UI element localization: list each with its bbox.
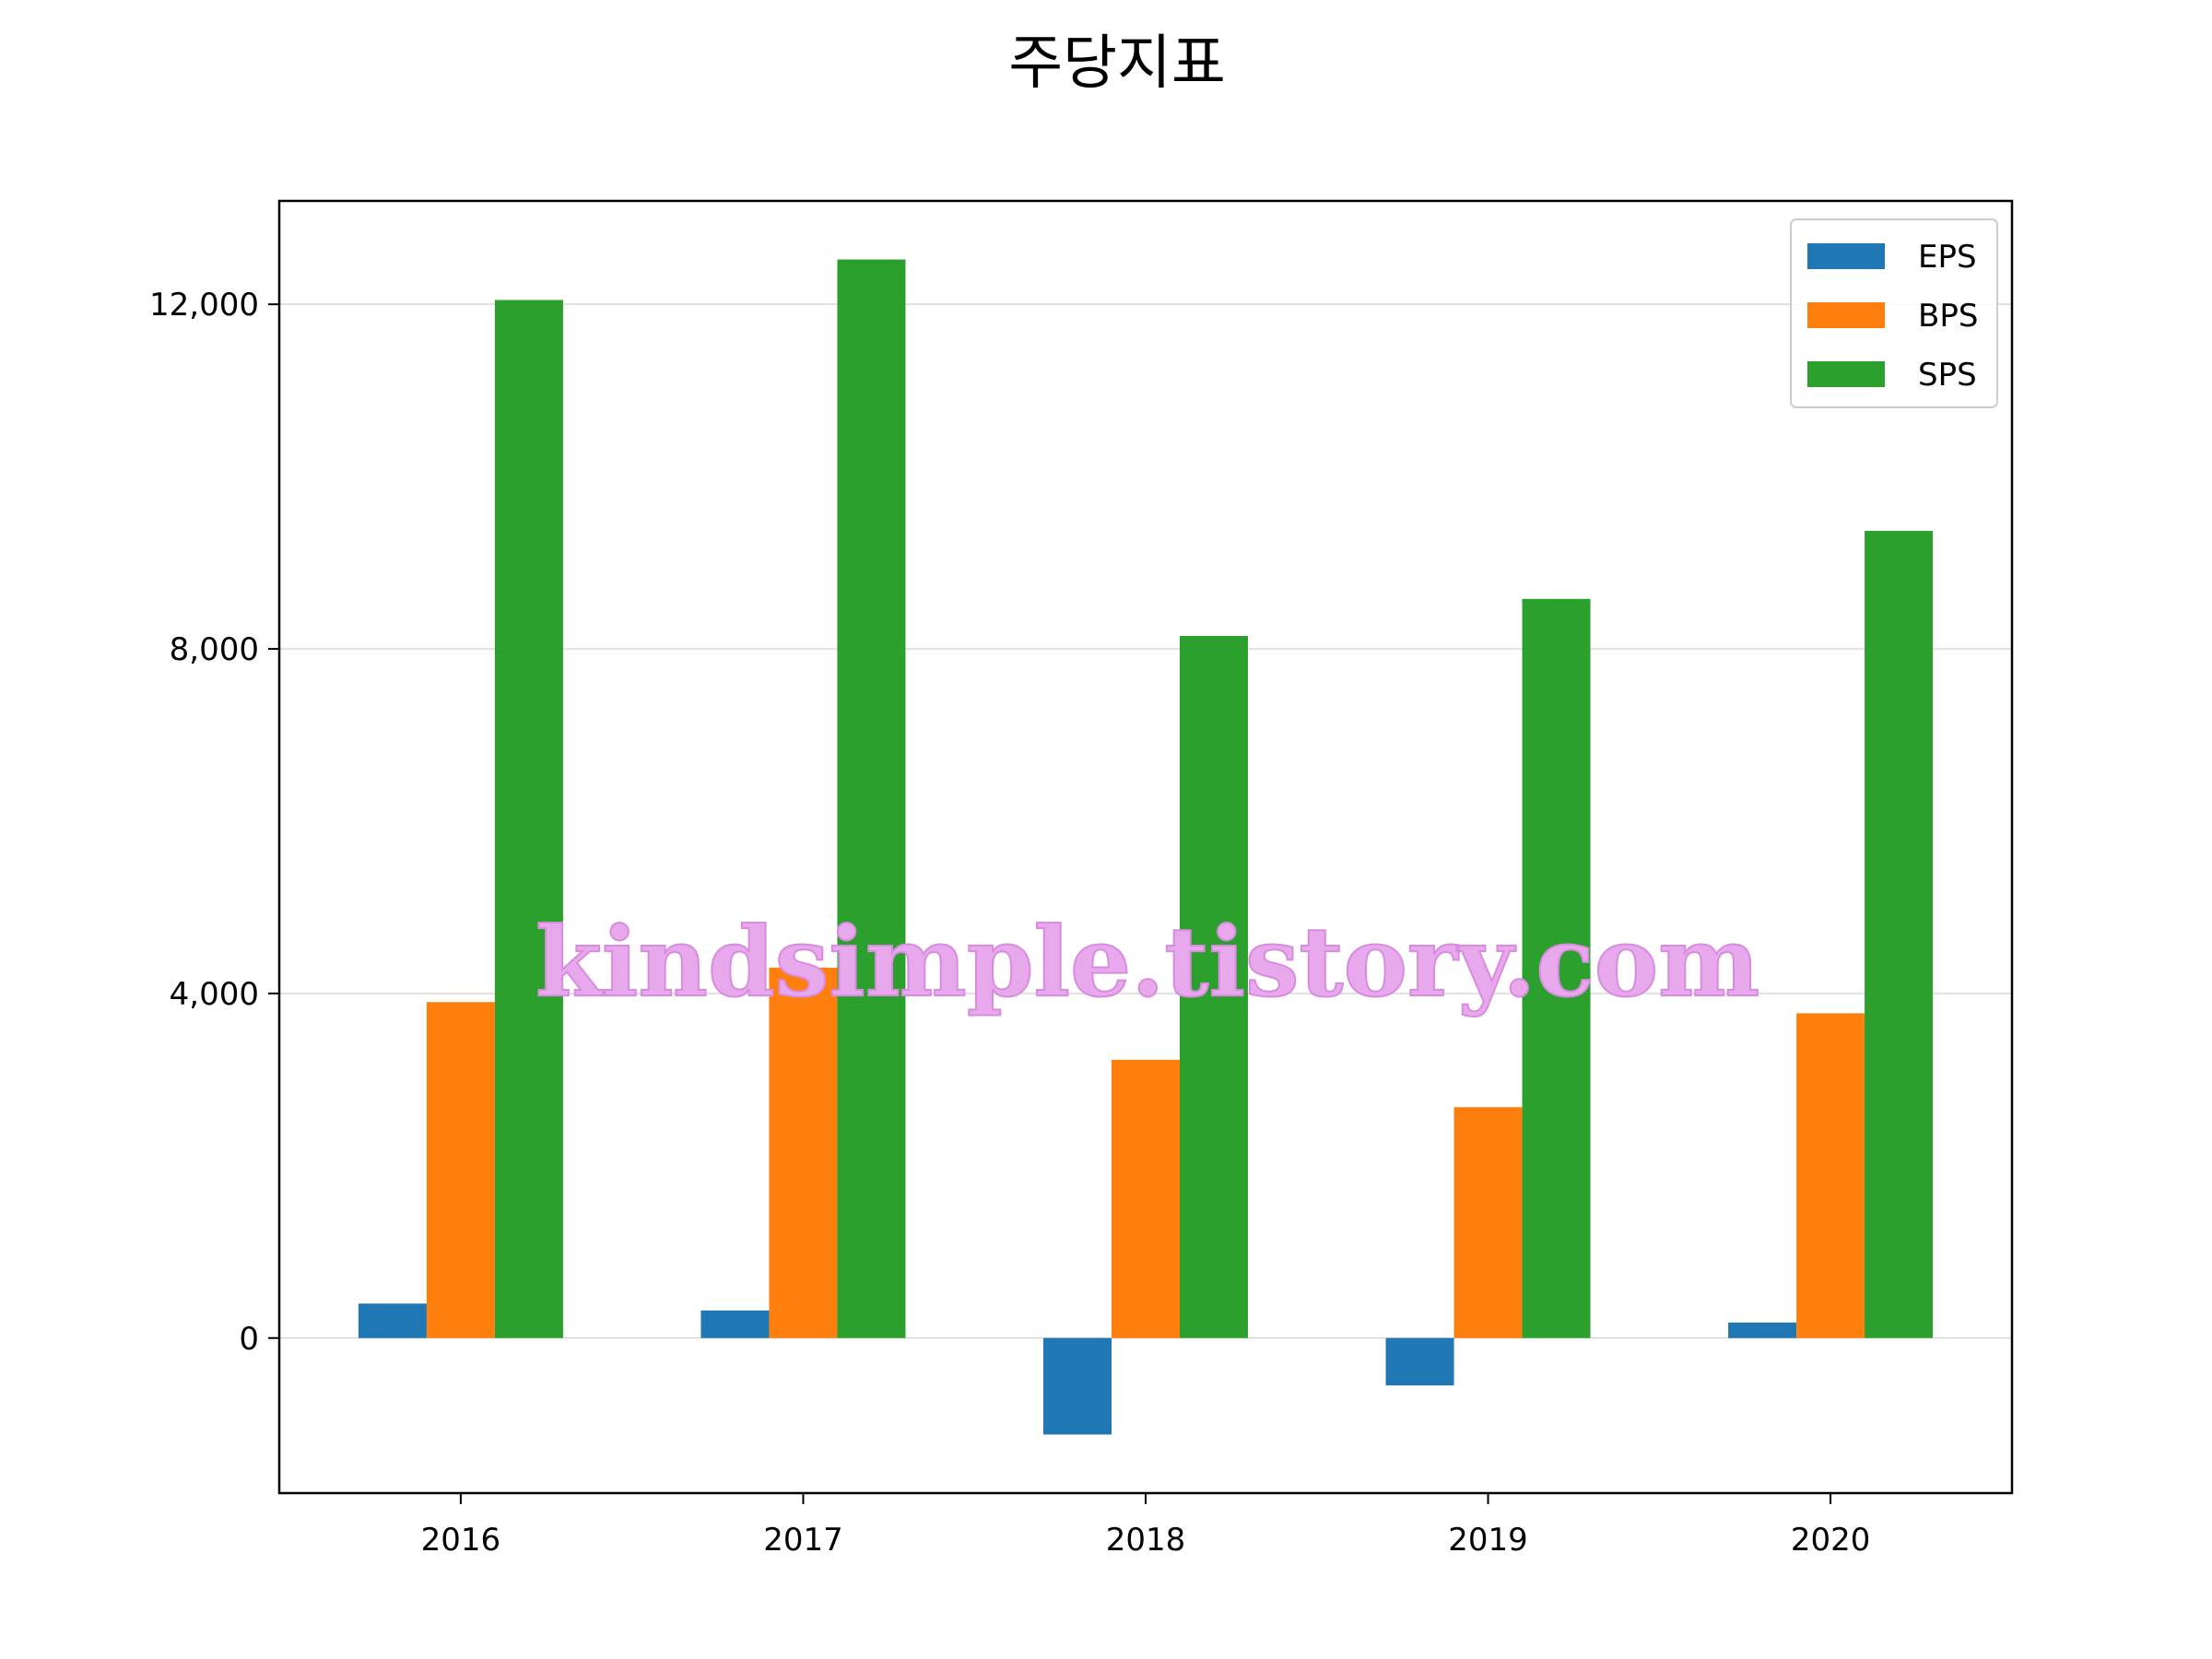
bar-sps-2017: [837, 259, 906, 1338]
bar-sps-2020: [1865, 530, 1934, 1338]
legend-label-eps: EPS: [1918, 239, 1977, 276]
y-axis-ticks: 0 4,000 8,000 12,000: [149, 287, 279, 1358]
legend: EPS BPS SPS: [1790, 218, 1998, 408]
x-tick-label: 2016: [421, 1522, 501, 1559]
x-tick-label: 2019: [1448, 1522, 1528, 1559]
bar-bps-2016: [426, 1002, 495, 1338]
bars: [358, 259, 1934, 1435]
plot-frame: [277, 199, 2014, 1495]
legend-label-bps: BPS: [1918, 298, 1978, 335]
watermark: kindsimple.tistory.com: [535, 905, 1759, 1018]
legend-label-sps: SPS: [1918, 357, 1977, 394]
y-tick-label: 0: [239, 1321, 259, 1358]
bar-bps-2018: [1112, 1059, 1180, 1338]
legend-swatch-bps: [1807, 302, 1885, 328]
chart-title: 주당지표: [1008, 29, 1226, 98]
x-tick-label: 2020: [1791, 1522, 1871, 1559]
bar-eps-2019: [1385, 1337, 1454, 1386]
bar-bps-2017: [769, 967, 838, 1338]
bar-eps-2018: [1043, 1337, 1112, 1435]
y-tick-label: 12,000: [149, 287, 259, 324]
bar-sps-2018: [1180, 636, 1248, 1338]
bar-bps-2020: [1796, 1013, 1865, 1338]
bar-eps-2020: [1728, 1322, 1797, 1338]
x-tick-label: 2017: [763, 1522, 843, 1559]
legend-swatch-eps: [1807, 243, 1885, 269]
x-tick-label: 2018: [1106, 1522, 1186, 1559]
y-tick-label: 8,000: [170, 631, 259, 668]
bar-eps-2017: [700, 1310, 770, 1338]
legend-swatch-sps: [1807, 361, 1885, 387]
bar-eps-2016: [358, 1303, 427, 1338]
x-axis-ticks: 2016 2017 2018 2019 2020: [421, 1493, 1871, 1559]
y-tick-label: 4,000: [170, 976, 259, 1013]
bar-sps-2019: [1522, 598, 1591, 1338]
bar-bps-2019: [1453, 1107, 1523, 1338]
bar-sps-2016: [494, 300, 563, 1338]
